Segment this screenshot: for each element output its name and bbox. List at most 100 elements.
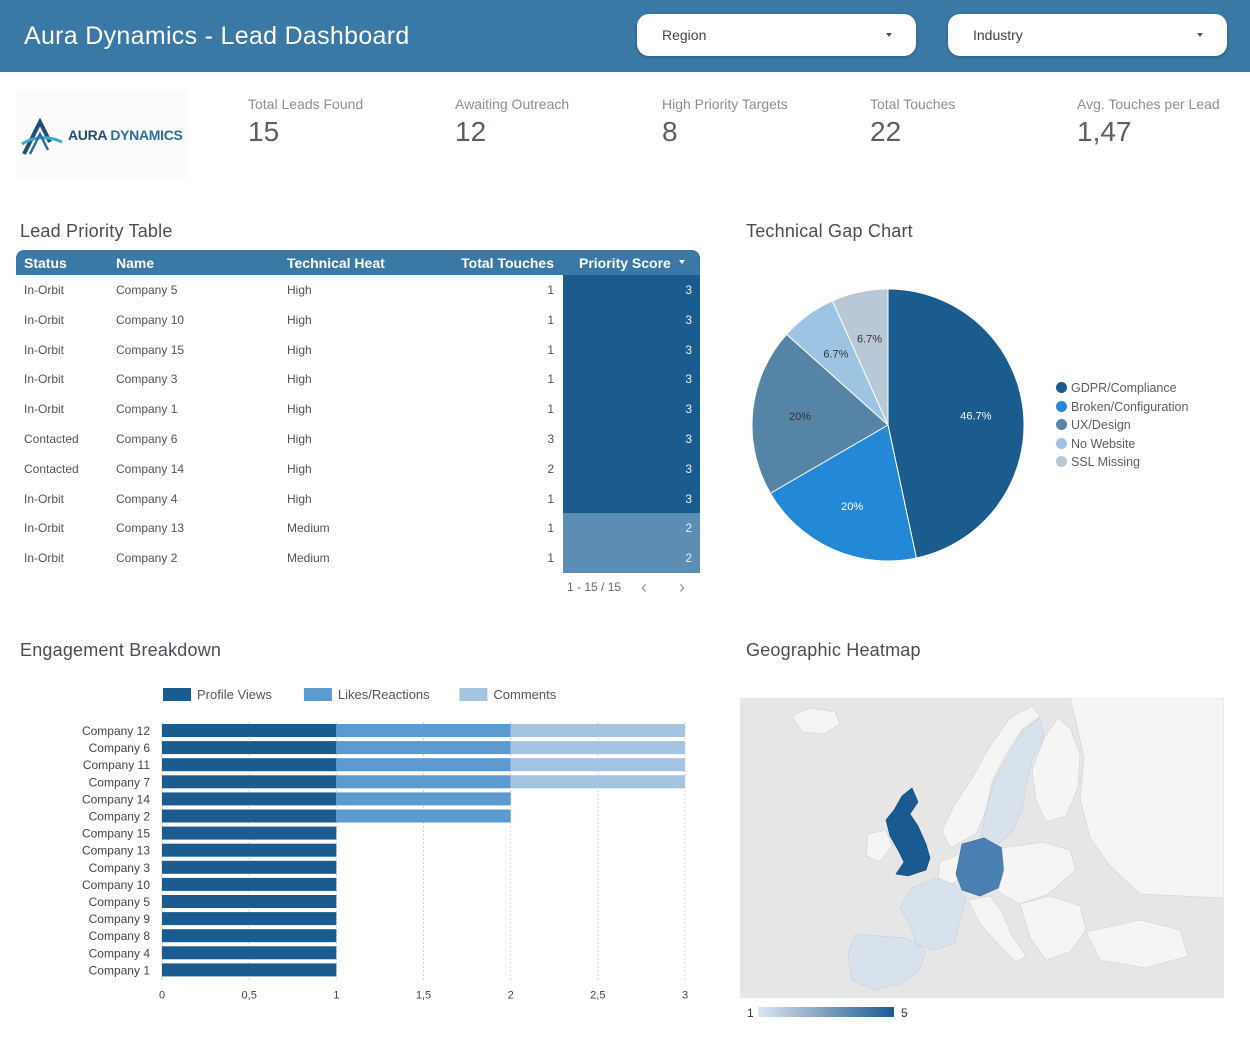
technical-gap-chart-title: Technical Gap Chart	[746, 221, 913, 241]
legend-dot-icon	[1056, 437, 1067, 449]
industry-filter-dropdown[interactable]: Industry	[948, 14, 1227, 56]
bar-segment-profile-views[interactable]	[162, 758, 337, 772]
total-touches-cell: 1	[547, 312, 554, 327]
bar-segment-comments[interactable]	[510, 724, 685, 737]
legend-label[interactable]: Profile Views	[197, 687, 272, 702]
legend-item[interactable]: SSL Missing	[1056, 455, 1140, 469]
map-region-east[interactable]	[1069, 698, 1224, 899]
bar-segment-likes-reactions[interactable]	[336, 775, 511, 789]
table-row[interactable]: 2 In-Orbit Company 13 Medium 1	[16, 513, 700, 544]
engagement-breakdown-title: Engagement Breakdown	[20, 640, 222, 660]
bar-segment-likes-reactions[interactable]	[336, 741, 511, 755]
bar-segment-profile-views[interactable]	[162, 877, 337, 891]
next-page-button[interactable]: ›	[679, 577, 685, 597]
geographic-heatmap-map	[740, 698, 1224, 998]
total-touches-cell: 1	[547, 521, 554, 536]
legend-item[interactable]: Broken/Configuration	[1056, 400, 1188, 414]
map-region-norway[interactable]	[941, 705, 1041, 849]
technical-heat-cell: High	[287, 283, 312, 297]
table-row[interactable]: 3 Contacted Company 6 High 3	[16, 423, 700, 454]
bar-segment-profile-views[interactable]	[162, 724, 337, 737]
column-header-total-touches[interactable]: Total Touches	[461, 255, 554, 271]
bar-segment-profile-views[interactable]	[162, 929, 337, 943]
pie-slice-gdpr-compliance[interactable]	[887, 288, 1025, 559]
pie-slice-ux-design[interactable]	[751, 333, 889, 494]
table-row[interactable]: 3 In-Orbit Company 10 High 1	[16, 304, 700, 335]
table-row[interactable]: 3 In-Orbit Company 3 High 1	[16, 364, 700, 395]
legend-label[interactable]: Likes/Reactions	[338, 687, 430, 702]
map-region-finland[interactable]	[1031, 717, 1081, 823]
previous-page-button[interactable]: ‹	[641, 577, 647, 597]
legend-label[interactable]: Comments	[493, 687, 556, 702]
total-touches-cell: 3	[547, 431, 554, 446]
bar-segment-profile-views[interactable]	[162, 809, 337, 823]
bar-segment-comments[interactable]	[510, 741, 685, 755]
table-row[interactable]: 2 In-Orbit Company 2 Medium 1	[16, 543, 700, 573]
bar-segment-likes-reactions[interactable]	[336, 792, 511, 806]
table-row[interactable]: 3 Contacted Company 14 High 2	[16, 453, 700, 484]
bar-segment-profile-views[interactable]	[162, 895, 337, 908]
bar-segment-likes-reactions[interactable]	[336, 758, 511, 772]
status-cell: In-Orbit	[24, 342, 65, 357]
column-header-status[interactable]: Status	[24, 255, 67, 271]
priority-score-cell: 3	[563, 394, 700, 424]
bar-segment-profile-views[interactable]	[162, 860, 337, 874]
legend-dot-icon	[1056, 456, 1067, 467]
map-region-iceland[interactable]	[791, 707, 841, 735]
map-region-germany[interactable]	[955, 837, 1005, 897]
y-category-label: Company 7	[89, 775, 151, 789]
technical-heat-cell: High	[287, 372, 312, 387]
bar-segment-profile-views[interactable]	[162, 826, 337, 840]
total-touches-cell: 1	[547, 372, 554, 387]
region-filter-dropdown[interactable]: Region	[637, 14, 916, 56]
priority-score-cell: 3	[563, 364, 700, 395]
kpi-label: High Priority Targets	[662, 96, 788, 112]
bar-segment-profile-views[interactable]	[162, 741, 337, 755]
map-region-ireland[interactable]	[865, 829, 893, 863]
map-region-balkans[interactable]	[1019, 895, 1087, 961]
x-tick-label: 0,5	[242, 990, 257, 1002]
legend-item[interactable]: GDPR/Compliance	[1056, 381, 1177, 395]
pie-slice-ssl-missing[interactable]	[831, 288, 889, 426]
pagination-info: 1 - 15 / 15	[567, 580, 622, 594]
pie-slice-broken-configuration[interactable]	[769, 424, 917, 562]
bar-segment-likes-reactions[interactable]	[336, 724, 511, 737]
legend-dot-icon	[1056, 400, 1067, 412]
map-region-united-kingdom[interactable]	[885, 787, 931, 877]
lead-priority-table-title: Lead Priority Table	[20, 221, 173, 241]
table-row[interactable]: 3 In-Orbit Company 5 High 1	[16, 275, 700, 305]
map-region-spain[interactable]	[847, 933, 927, 991]
status-cell: In-Orbit	[24, 521, 65, 536]
bar-segment-likes-reactions[interactable]	[336, 809, 511, 823]
column-header-name[interactable]: Name	[116, 255, 155, 271]
table-row[interactable]: 3 In-Orbit Company 15 High 1	[16, 334, 700, 365]
map-region-italy[interactable]	[967, 895, 1027, 963]
name-cell: Company 4	[116, 491, 178, 506]
bar-segment-profile-views[interactable]	[162, 963, 337, 977]
priority-score-cell: 3	[563, 275, 700, 305]
legend-item[interactable]: UX/Design	[1056, 418, 1131, 432]
legend-item[interactable]: No Website	[1056, 437, 1135, 451]
lead-priority-table: Status Name Technical Heat Total Touches…	[16, 250, 700, 573]
legend-dot-icon	[1056, 382, 1067, 393]
status-cell: In-Orbit	[24, 372, 65, 387]
column-header-technical-heat[interactable]: Technical Heat	[287, 255, 385, 271]
status-cell: In-Orbit	[24, 402, 65, 417]
bar-segment-profile-views[interactable]	[162, 775, 337, 789]
bar-segment-profile-views[interactable]	[162, 792, 337, 806]
bar-segment-comments[interactable]	[510, 775, 685, 789]
geographic-heatmap-title: Geographic Heatmap	[746, 640, 921, 660]
table-row[interactable]: 3 In-Orbit Company 4 High 1	[16, 483, 700, 514]
map-region-turkey[interactable]	[1085, 919, 1189, 969]
column-header-priority-score[interactable]: Priority Score	[579, 255, 685, 271]
technical-heat-cell: High	[287, 431, 312, 446]
bar-segment-profile-views[interactable]	[162, 843, 337, 857]
table-row[interactable]: 3 In-Orbit Company 1 High 1	[16, 394, 700, 424]
bar-segment-comments[interactable]	[510, 758, 685, 772]
kpi-value: 15	[248, 116, 280, 147]
heatmap-color-scale	[758, 1007, 894, 1017]
bar-segment-profile-views[interactable]	[162, 946, 337, 960]
bar-segment-profile-views[interactable]	[162, 912, 337, 926]
total-touches-cell: 1	[547, 551, 554, 566]
map-region-central-europe[interactable]	[997, 841, 1077, 905]
